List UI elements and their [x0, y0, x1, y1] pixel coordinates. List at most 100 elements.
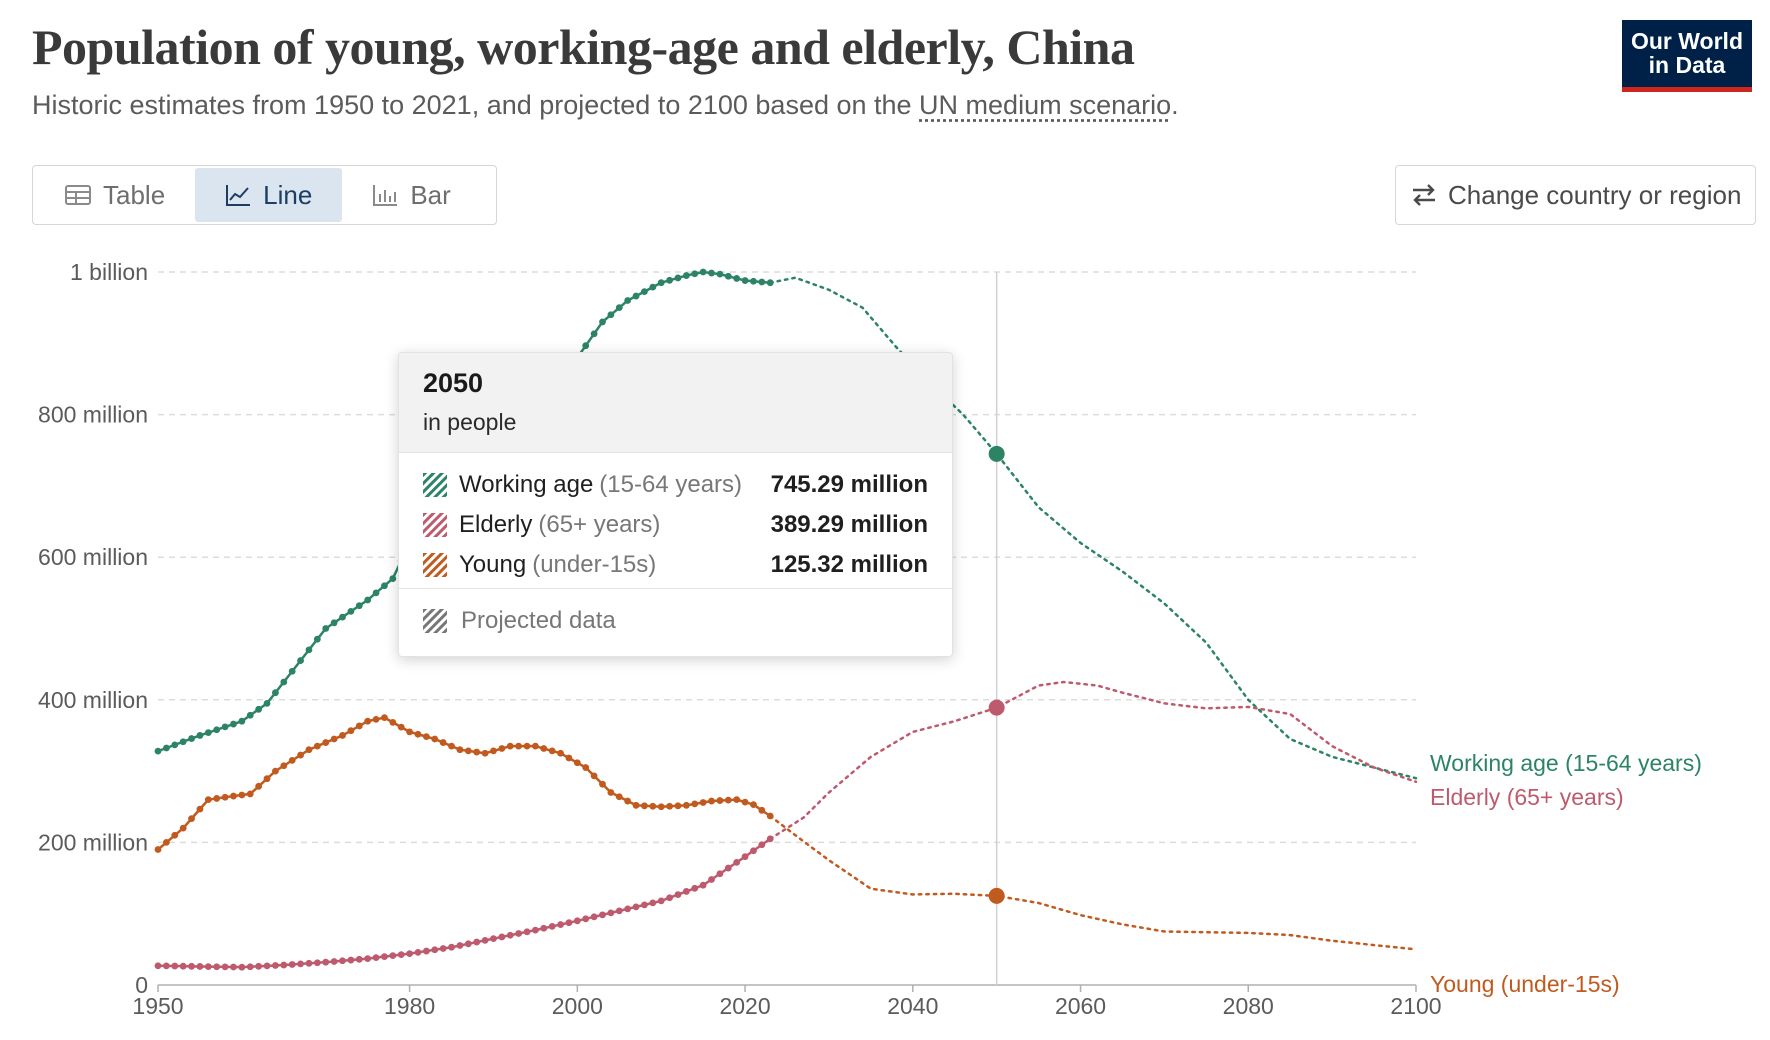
- data-point: [657, 279, 665, 287]
- data-point: [406, 728, 413, 736]
- data-point: [263, 962, 271, 970]
- owid-logo[interactable]: Our World in Data: [1622, 20, 1752, 92]
- data-point: [389, 952, 397, 960]
- data-point: [724, 864, 732, 872]
- tab-table[interactable]: Table: [35, 168, 195, 222]
- data-point: [548, 922, 556, 930]
- tooltip-row-name: Young: [459, 551, 527, 578]
- tooltip-row-value: 389.29 million: [770, 511, 928, 538]
- data-point: [246, 711, 254, 719]
- hatched-swatch-icon: [423, 473, 447, 497]
- data-point: [322, 958, 330, 966]
- data-point: [171, 962, 179, 970]
- tooltip-header: 2050 in people: [399, 353, 952, 453]
- data-point: [439, 945, 447, 952]
- tooltip-row-value: 745.29 million: [770, 471, 928, 498]
- data-point: [699, 799, 707, 806]
- highlight-marker: [988, 887, 1005, 904]
- data-point: [171, 741, 179, 749]
- x-tick-label: 2040: [887, 993, 938, 1019]
- tab-table-label: Table: [103, 179, 166, 210]
- data-point: [758, 841, 766, 849]
- data-point: [624, 297, 632, 304]
- hover-tooltip: 2050 in people Working age (15-64 years)…: [398, 352, 953, 657]
- line-chart-icon: [226, 185, 251, 206]
- data-point: [288, 667, 296, 675]
- data-point: [632, 903, 640, 911]
- data-point: [691, 884, 699, 892]
- data-point: [213, 795, 221, 802]
- subtitle-end: .: [1171, 90, 1179, 120]
- tab-line[interactable]: Line: [195, 168, 343, 222]
- data-point: [330, 958, 338, 965]
- series-end-label: Young (under-15s): [1430, 971, 1620, 997]
- data-point: [179, 824, 187, 832]
- data-point: [221, 793, 229, 801]
- subtitle-text: Historic estimates from 1950 to 2021, an…: [32, 90, 920, 120]
- tooltip-row-young: Young (under-15s) 125.32 million: [423, 545, 928, 585]
- data-point: [590, 913, 598, 921]
- data-point: [397, 951, 405, 959]
- data-point: [322, 625, 330, 632]
- historic-line: [157, 837, 771, 969]
- data-point: [573, 759, 581, 767]
- tooltip-row-working-age: Working age (15-64 years) 745.29 million: [423, 465, 928, 505]
- data-point: [666, 894, 673, 902]
- data-point: [682, 801, 690, 809]
- data-point: [733, 275, 741, 282]
- data-point: [179, 738, 187, 746]
- series-2: [154, 714, 1418, 951]
- data-point: [372, 589, 380, 597]
- data-point: [506, 742, 514, 750]
- data-point: [339, 957, 346, 965]
- data-point: [364, 596, 372, 604]
- tooltip-row-extra: (under-15s): [532, 551, 657, 578]
- data-point: [230, 720, 237, 728]
- data-point: [473, 938, 481, 946]
- data-point: [691, 270, 699, 278]
- data-point: [716, 870, 724, 878]
- data-point: [246, 790, 254, 798]
- data-point: [473, 748, 481, 756]
- change-country-button[interactable]: Change country or region: [1395, 165, 1756, 225]
- data-point: [213, 963, 221, 971]
- data-point: [607, 909, 615, 917]
- logo-line-2: in Data: [1648, 52, 1726, 78]
- table-icon: [65, 185, 91, 205]
- x-tick-label: 2000: [552, 993, 603, 1019]
- x-tick-label: 2100: [1390, 993, 1441, 1019]
- data-point: [154, 747, 162, 755]
- data-point: [674, 274, 682, 282]
- tab-bar[interactable]: Bar: [342, 168, 480, 222]
- data-point: [716, 797, 724, 804]
- tooltip-row-name: Working age: [459, 471, 594, 498]
- data-point: [414, 730, 422, 738]
- data-point: [448, 742, 455, 750]
- data-point: [515, 930, 523, 937]
- data-point: [490, 747, 497, 755]
- historic-line: [157, 716, 771, 851]
- hatched-swatch-icon: [423, 609, 447, 633]
- view-tabs: Table Line Bar: [32, 165, 497, 225]
- data-point: [162, 839, 170, 846]
- series-1: [154, 680, 1418, 971]
- data-point: [532, 742, 539, 750]
- data-point: [305, 746, 313, 754]
- tooltip-rows: Working age (15-64 years) 745.29 million…: [399, 453, 952, 589]
- data-point: [171, 831, 179, 839]
- data-point: [599, 780, 606, 788]
- x-tick-label: 1950: [132, 993, 183, 1019]
- data-point: [372, 954, 380, 962]
- data-point: [666, 802, 673, 810]
- data-point: [456, 746, 464, 754]
- series-end-label: Working age (15-64 years): [1430, 750, 1702, 776]
- data-point: [238, 791, 246, 799]
- un-scenario-link[interactable]: UN medium scenario: [919, 90, 1172, 120]
- highlight-marker: [988, 445, 1005, 462]
- data-point: [649, 899, 657, 907]
- data-point: [540, 924, 548, 932]
- data-point: [481, 936, 489, 944]
- data-point: [297, 751, 304, 759]
- change-country-label: Change country or region: [1448, 179, 1742, 210]
- data-point: [506, 931, 514, 939]
